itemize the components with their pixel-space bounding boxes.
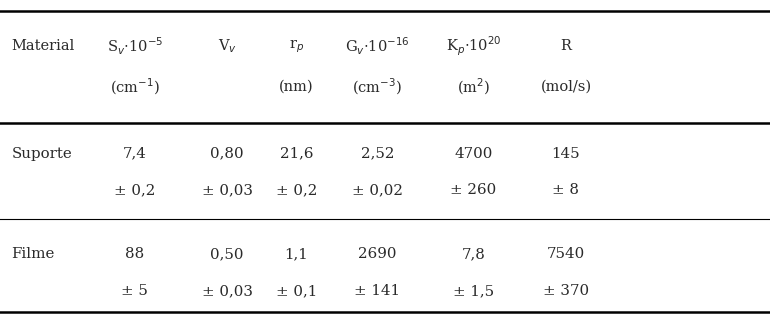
Text: ± 0,02: ± 0,02 (352, 183, 403, 197)
Text: Filme: Filme (12, 247, 55, 261)
Text: Material: Material (12, 39, 75, 53)
Text: ± 370: ± 370 (543, 284, 589, 298)
Text: 7,8: 7,8 (461, 247, 486, 261)
Text: Suporte: Suporte (12, 147, 72, 161)
Text: 21,6: 21,6 (280, 147, 313, 161)
Text: (cm$^{-1}$): (cm$^{-1}$) (109, 76, 160, 97)
Text: G$_v$$\cdot$10$^{-16}$: G$_v$$\cdot$10$^{-16}$ (345, 36, 410, 57)
Text: 88: 88 (125, 247, 145, 261)
Text: 2,52: 2,52 (360, 147, 394, 161)
Text: (mol/s): (mol/s) (541, 79, 591, 93)
Text: r$_p$: r$_p$ (289, 38, 304, 55)
Text: V$_v$: V$_v$ (218, 37, 236, 55)
Text: K$_p$$\cdot$10$^{20}$: K$_p$$\cdot$10$^{20}$ (446, 35, 501, 58)
Text: R: R (561, 39, 571, 53)
Text: 1,1: 1,1 (285, 247, 308, 261)
Text: ± 260: ± 260 (450, 183, 497, 197)
Text: (m$^2$): (m$^2$) (457, 76, 490, 97)
Text: ± 0,03: ± 0,03 (202, 284, 253, 298)
Text: 145: 145 (551, 147, 581, 161)
Text: ± 141: ± 141 (354, 284, 400, 298)
Text: ± 8: ± 8 (552, 183, 580, 197)
Text: 0,50: 0,50 (210, 247, 244, 261)
Text: ± 5: ± 5 (122, 284, 148, 298)
Text: 2690: 2690 (358, 247, 397, 261)
Text: ± 1,5: ± 1,5 (453, 284, 494, 298)
Text: S$_v$$\cdot$10$^{-5}$: S$_v$$\cdot$10$^{-5}$ (106, 36, 163, 57)
Text: (nm): (nm) (280, 79, 313, 93)
Text: 4700: 4700 (454, 147, 493, 161)
Text: ± 0,2: ± 0,2 (276, 183, 317, 197)
Text: (cm$^{-3}$): (cm$^{-3}$) (352, 76, 403, 97)
Text: ± 0,1: ± 0,1 (276, 284, 317, 298)
Text: 7,4: 7,4 (122, 147, 147, 161)
Text: ± 0,2: ± 0,2 (114, 183, 156, 197)
Text: 0,80: 0,80 (210, 147, 244, 161)
Text: 7540: 7540 (547, 247, 585, 261)
Text: ± 0,03: ± 0,03 (202, 183, 253, 197)
